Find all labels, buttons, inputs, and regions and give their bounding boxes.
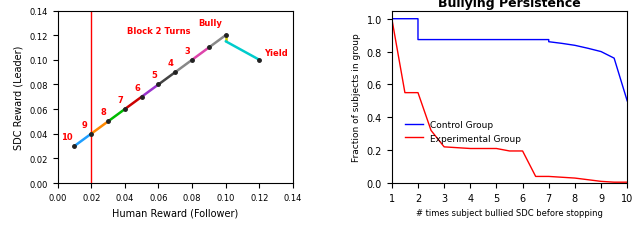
Experimental Group (414, 92, 422, 95)
Text: 8: 8 (100, 108, 106, 117)
Text: 3: 3 (185, 47, 191, 56)
Experimental Group (506, 150, 513, 153)
Text: Block 2 Turns: Block 2 Turns (127, 27, 191, 36)
Text: Bully: Bully (198, 19, 222, 27)
Experimental Group (428, 129, 435, 132)
Experimental Group (611, 181, 618, 184)
Experimental Group (571, 177, 579, 180)
Control Group (440, 39, 448, 42)
Line: Control Group: Control Group (392, 20, 627, 101)
Control Group (571, 45, 579, 47)
Control Group (414, 18, 422, 21)
Text: 9: 9 (82, 120, 88, 129)
Experimental Group (440, 146, 448, 149)
Experimental Group (623, 181, 631, 184)
Control Group (558, 43, 566, 46)
Text: Yield: Yield (264, 49, 288, 58)
Control Group (440, 39, 448, 42)
Text: 10: 10 (61, 133, 73, 142)
X-axis label: Human Reward (Follower): Human Reward (Follower) (112, 207, 239, 217)
Control Group (597, 51, 605, 54)
Control Group (611, 57, 618, 60)
Experimental Group (493, 147, 500, 150)
Title: Bullying Persistence: Bullying Persistence (438, 0, 581, 10)
Experimental Group (401, 92, 409, 95)
Control Group (584, 48, 592, 50)
Experimental Group (532, 175, 540, 178)
Text: 7: 7 (117, 96, 123, 105)
Text: 6: 6 (134, 83, 140, 93)
Text: 4: 4 (168, 59, 173, 68)
Y-axis label: SDC Reward (Leader): SDC Reward (Leader) (14, 45, 24, 149)
Experimental Group (519, 150, 527, 153)
Line: Experimental Group: Experimental Group (392, 20, 627, 182)
Legend: Control Group, Experimental Group: Control Group, Experimental Group (401, 117, 525, 147)
Experimental Group (545, 175, 552, 178)
Control Group (388, 18, 396, 21)
Control Group (545, 39, 552, 42)
X-axis label: # times subject bullied SDC before stopping: # times subject bullied SDC before stopp… (416, 208, 603, 217)
Control Group (545, 41, 552, 44)
Y-axis label: Fraction of subjects in group: Fraction of subjects in group (352, 33, 361, 161)
Text: 5: 5 (151, 71, 157, 80)
Control Group (623, 100, 631, 103)
Control Group (414, 39, 422, 42)
Experimental Group (467, 147, 474, 150)
Experimental Group (388, 18, 396, 21)
Experimental Group (597, 180, 605, 183)
